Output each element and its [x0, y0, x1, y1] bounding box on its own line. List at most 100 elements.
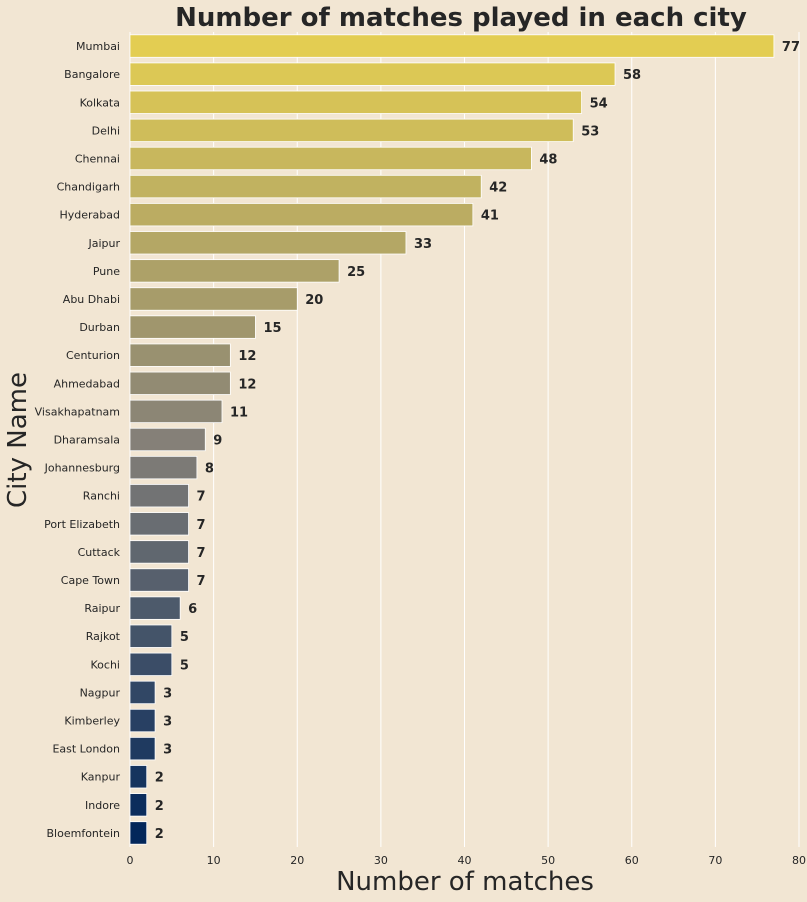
- x-tick-label: 60: [625, 854, 639, 867]
- y-tick-label: Hyderabad: [60, 209, 121, 222]
- data-label: 2: [155, 799, 164, 814]
- bar-johannesburg: [129, 455, 198, 480]
- y-tick-label: Mumbai: [76, 40, 120, 53]
- data-label: 25: [347, 265, 365, 280]
- y-tick-label: Dharamsala: [54, 434, 120, 447]
- y-tick-label: Raipur: [84, 602, 120, 615]
- data-label: 3: [163, 686, 172, 701]
- data-label: 33: [414, 237, 432, 252]
- bar-kimberley: [129, 708, 156, 733]
- data-label: 54: [590, 96, 608, 111]
- data-label: 12: [238, 349, 256, 364]
- data-label: 6: [188, 602, 197, 617]
- data-label: 2: [155, 827, 164, 842]
- x-tick-labels: 0 10 20 30 40 50 60 70 80: [127, 854, 807, 867]
- bar-cape-town: [129, 568, 189, 592]
- x-axis-label: Number of matches: [336, 867, 594, 897]
- bar-jaipur: [129, 231, 407, 255]
- data-label: 7: [197, 518, 206, 533]
- y-tick-label: Kolkata: [80, 96, 120, 109]
- data-labels: 7758545348424133252015121211987777655333…: [155, 40, 800, 842]
- bar-pune: [129, 259, 340, 283]
- bar-delhi: [129, 118, 574, 143]
- x-tick-label: 40: [458, 854, 472, 867]
- y-tick-label: Kimberley: [64, 715, 120, 728]
- y-tick-label: Ranchi: [83, 490, 120, 503]
- y-tick-label: Cuttack: [78, 546, 121, 559]
- bar-cuttack: [129, 540, 189, 564]
- data-label: 20: [305, 293, 323, 308]
- x-tick-label: 20: [290, 854, 304, 867]
- data-label: 2: [155, 771, 164, 786]
- y-tick-label: Cape Town: [61, 574, 120, 587]
- bar-nagpur: [129, 680, 156, 705]
- y-tick-label: Ahmedabad: [54, 377, 120, 390]
- y-tick-label: Chandigarh: [57, 181, 120, 194]
- y-tick-label: Bangalore: [64, 68, 120, 81]
- chart-title: Number of matches played in each city: [175, 3, 747, 33]
- y-tick-label: Jaipur: [87, 237, 120, 250]
- data-label: 48: [539, 152, 557, 167]
- bar-bangalore: [129, 62, 616, 86]
- data-label: 9: [213, 434, 222, 449]
- data-label: 77: [782, 40, 800, 55]
- x-tick-label: 0: [127, 854, 134, 867]
- y-tick-label: Pune: [93, 265, 120, 278]
- data-label: 7: [197, 490, 206, 505]
- bar-dharamsala: [129, 427, 206, 452]
- x-tick-label: 50: [541, 854, 555, 867]
- bar-hyderabad: [129, 203, 474, 227]
- data-label: 5: [180, 658, 189, 673]
- y-tick-label: Johannesburg: [44, 462, 120, 475]
- data-label: 15: [263, 321, 281, 336]
- x-tick-label: 10: [207, 854, 221, 867]
- data-label: 11: [230, 405, 248, 420]
- y-tick-label: East London: [52, 743, 120, 756]
- bars: [129, 34, 775, 845]
- x-tick-label: 30: [374, 854, 388, 867]
- y-tick-label: Nagpur: [80, 686, 121, 699]
- data-label: 8: [205, 462, 214, 477]
- bar-centurion: [129, 343, 231, 367]
- x-tick-label: 80: [792, 854, 806, 867]
- bar-abu-dhabi: [129, 287, 298, 311]
- y-tick-label: Rajkot: [86, 630, 121, 643]
- data-label: 42: [489, 181, 507, 196]
- bar-chandigarh: [129, 174, 482, 199]
- x-tick-label: 70: [708, 854, 722, 867]
- data-label: 53: [581, 124, 599, 139]
- bar-visakhapatnam: [129, 399, 223, 424]
- bar-ranchi: [129, 484, 189, 508]
- bar-durban: [129, 315, 256, 339]
- data-label: 7: [197, 574, 206, 589]
- y-tick-label: Durban: [79, 321, 120, 334]
- bar-ahmedabad: [129, 371, 231, 395]
- data-label: 3: [163, 715, 172, 730]
- bar-port-elizabeth: [129, 512, 189, 536]
- data-label: 58: [623, 68, 641, 83]
- data-label: 3: [163, 743, 172, 758]
- y-tick-label: Bloemfontein: [47, 827, 121, 840]
- bar-indore: [129, 793, 148, 817]
- y-tick-label: Indore: [85, 799, 120, 812]
- y-tick-label: Visakhapatnam: [35, 405, 120, 418]
- y-tick-label: Delhi: [92, 124, 120, 137]
- y-tick-label: Kanpur: [81, 771, 121, 784]
- bar-east-london: [129, 736, 156, 761]
- y-tick-label: Kochi: [91, 658, 120, 671]
- y-tick-label: Centurion: [66, 349, 120, 362]
- data-label: 7: [197, 546, 206, 561]
- y-tick-labels: Mumbai Bangalore Kolkata Delhi Chennai Chandi…: [35, 40, 121, 840]
- y-tick-label: Abu Dhabi: [63, 293, 120, 306]
- bar-bloemfontein: [129, 821, 148, 845]
- bar-kolkata: [129, 90, 582, 114]
- data-label: 41: [481, 209, 499, 224]
- bar-mumbai: [129, 34, 775, 58]
- y-tick-label: Port Elizabeth: [44, 518, 120, 531]
- bar-kanpur: [129, 765, 148, 789]
- bar-kochi: [129, 652, 173, 676]
- data-label: 5: [180, 630, 189, 645]
- y-axis-label: City Name: [3, 372, 33, 508]
- bar-rajkot: [129, 624, 173, 648]
